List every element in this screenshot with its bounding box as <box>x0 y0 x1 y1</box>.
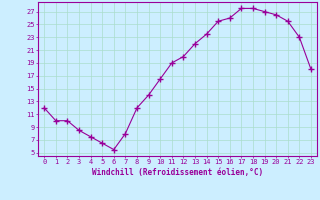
X-axis label: Windchill (Refroidissement éolien,°C): Windchill (Refroidissement éolien,°C) <box>92 168 263 177</box>
